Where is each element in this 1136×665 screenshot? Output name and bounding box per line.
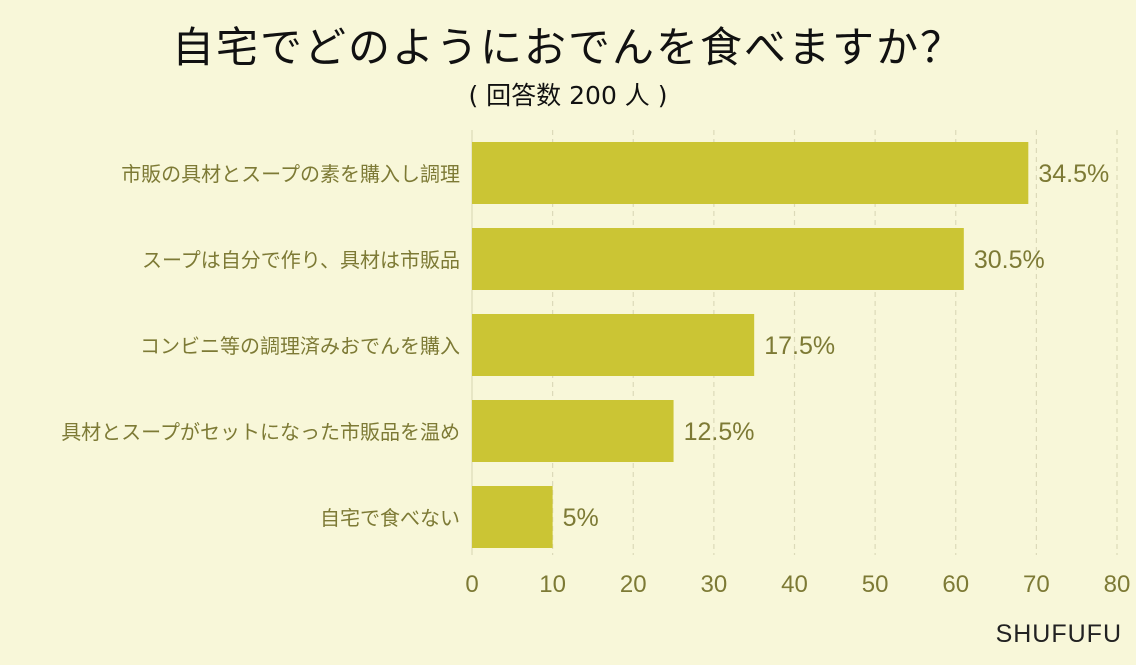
data-label-3: 12.5% xyxy=(684,418,755,446)
bar-1 xyxy=(472,228,964,290)
data-label-4: 5% xyxy=(563,504,599,532)
chart-title: 自宅でどのようにおでんを食べますか？ xyxy=(171,23,964,72)
data-label-2: 17.5% xyxy=(764,332,835,360)
x-tick-label-4: 40 xyxy=(781,571,808,598)
x-tick-label-8: 80 xyxy=(1104,571,1131,598)
x-tick-label-1: 10 xyxy=(539,571,566,598)
category-label-0: 市販の具材とスープの素を購入し調理 xyxy=(121,162,460,186)
bar-2 xyxy=(472,314,755,376)
x-tick-label-0: 0 xyxy=(465,571,478,598)
chart-subtitle: ( 回答数 200 人 ) xyxy=(468,81,668,110)
x-tick-label-6: 60 xyxy=(942,571,969,598)
data-label-1: 30.5% xyxy=(974,246,1045,274)
bar-4 xyxy=(472,486,553,548)
bar-0 xyxy=(472,142,1029,204)
bar-3 xyxy=(472,400,674,462)
data-label-0: 34.5% xyxy=(1038,160,1109,188)
brand-logo-text: SHUFUFU xyxy=(995,620,1122,648)
category-label-2: コンビニ等の調理済みおでんを購入 xyxy=(140,334,460,358)
x-tick-label-3: 30 xyxy=(701,571,728,598)
x-tick-label-7: 70 xyxy=(1023,571,1050,598)
category-label-4: 自宅で食べない xyxy=(320,506,460,530)
x-tick-label-2: 20 xyxy=(620,571,647,598)
x-tick-label-5: 50 xyxy=(862,571,889,598)
category-label-3: 具材とスープがセットになった市販品を温め xyxy=(61,420,460,444)
category-label-1: スープは自分で作り、具材は市販品 xyxy=(142,248,460,272)
